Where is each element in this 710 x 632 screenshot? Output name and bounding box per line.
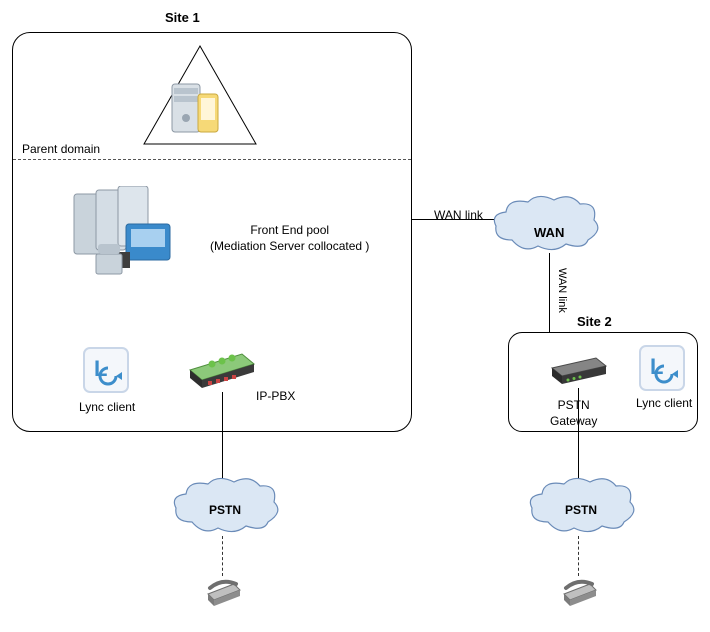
pstn1-to-phone-line	[222, 536, 223, 576]
lync2-label: Lync client	[636, 396, 692, 410]
ip-pbx-icon	[186, 350, 256, 392]
wan-label: WAN	[534, 225, 564, 240]
site1-title: Site 1	[165, 10, 200, 25]
site2-title: Site 2	[577, 314, 612, 329]
parent-domain-label: Parent domain	[22, 142, 100, 156]
lync-client2-icon: L	[638, 344, 686, 392]
front-end-pool-icon	[68, 186, 198, 286]
front-end-line2: (Mediation Server collocated )	[210, 238, 369, 254]
wan-link2-label: WAN link	[556, 268, 568, 313]
pstn-gateway-icon	[546, 350, 610, 390]
pstn2-label: PSTN	[565, 503, 597, 517]
lync-client-icon: L	[82, 346, 130, 394]
pstn-gw-line1: PSTN	[550, 398, 597, 414]
gw-to-pstn-line	[578, 388, 579, 482]
pstn-gw-line2: Gateway	[550, 414, 597, 430]
lync1-label: Lync client	[79, 400, 135, 414]
wan-link2-line	[549, 253, 550, 332]
pstn1-label: PSTN	[209, 503, 241, 517]
pstn2-to-phone-line	[578, 536, 579, 576]
ippbx-to-pstn-line	[222, 392, 223, 482]
front-end-label: Front End pool (Mediation Server colloca…	[210, 222, 369, 254]
phone2-icon	[560, 574, 600, 612]
pstn-gateway-label: PSTN Gateway	[550, 398, 597, 429]
wan-link1-label: WAN link	[434, 208, 483, 222]
phone1-icon	[204, 574, 244, 612]
front-end-line1: Front End pool	[210, 222, 369, 238]
parent-domain-divider	[13, 159, 411, 160]
server-icon	[168, 78, 226, 140]
ip-pbx-label: IP-PBX	[256, 389, 295, 403]
